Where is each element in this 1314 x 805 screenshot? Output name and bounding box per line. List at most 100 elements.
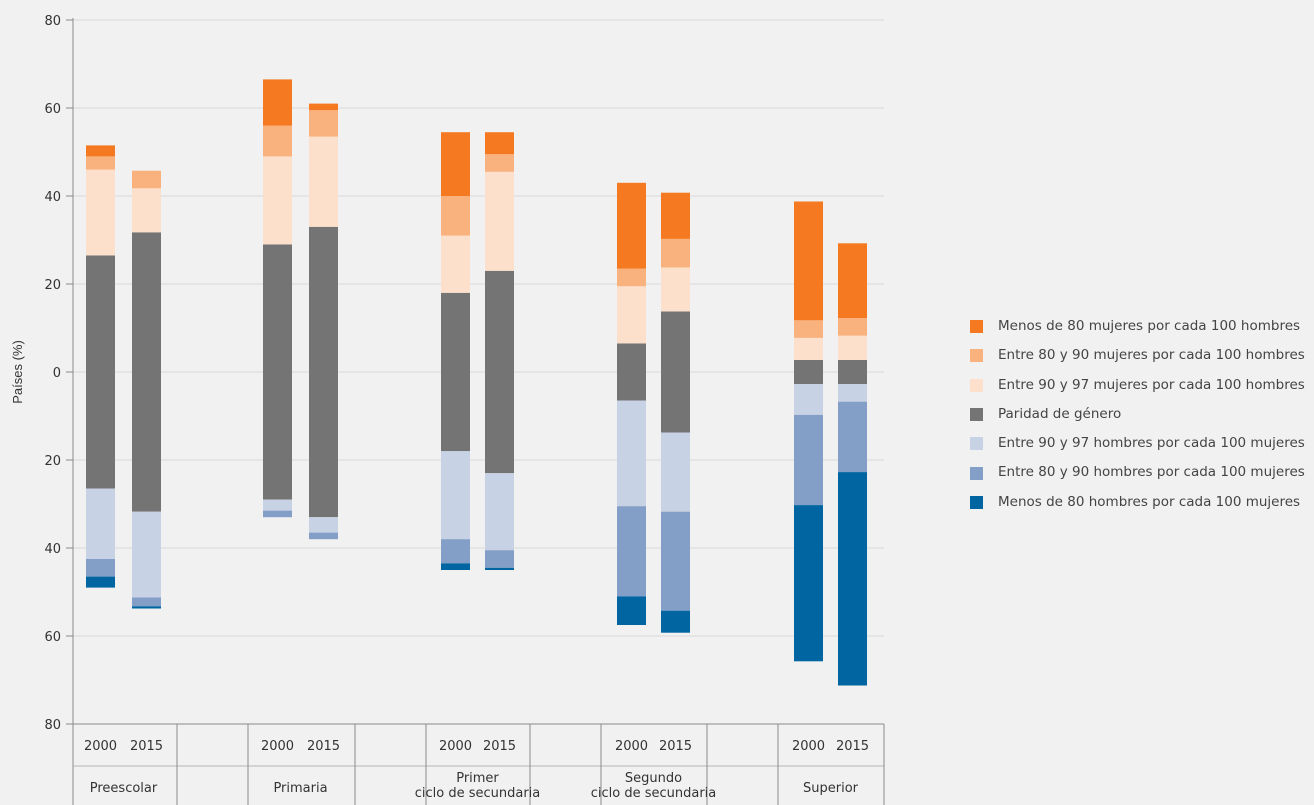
bar-segment-down-2: [838, 472, 867, 686]
bar-segment-down-0: [263, 499, 292, 511]
bar-segment-up-1: [263, 125, 292, 157]
legend-label: Menos de 80 mujeres por cada 100 hombres: [998, 318, 1301, 334]
x-tick-label: 2000: [615, 739, 648, 754]
group-label: Primer ciclo de secundaria: [415, 771, 541, 801]
y-tick-label: 0: [53, 366, 61, 381]
bar-segment-up-0: [309, 136, 338, 227]
legend-item: Menos de 80 mujeres por cada 100 hombres: [970, 312, 1305, 341]
bar-segment-down-0: [617, 400, 646, 507]
bar-segment-paridad: [485, 270, 514, 474]
bar-segment-down-2: [794, 505, 823, 662]
y-tick-label: 40: [44, 542, 61, 557]
legend-label: Entre 90 y 97 hombres por cada 100 mujer…: [998, 435, 1305, 452]
bar-segment-down-1: [661, 511, 690, 611]
bar-segment-up-2: [309, 103, 338, 111]
bar-segment-up-0: [86, 169, 115, 256]
bar-segment-down-1: [485, 550, 514, 568]
bar-segment-down-1: [617, 506, 646, 597]
x-tick-label: 2000: [792, 739, 825, 754]
bar-segment-paridad: [838, 359, 867, 385]
bar-segment-down-1: [263, 510, 292, 518]
bar-segment-paridad: [86, 255, 115, 489]
y-tick-label: 60: [44, 630, 61, 645]
group-label: Superior: [803, 781, 859, 796]
y-axis-ticks: 80 60 40 20 0 20 40 60 80: [44, 14, 74, 805]
bar-segment-up-0: [794, 337, 823, 360]
bar-segment-down-2: [441, 563, 470, 570]
legend-swatch: [970, 408, 983, 422]
legend-item: Entre 90 y 97 hombres por cada 100 mujer…: [970, 429, 1305, 458]
bar-segment-up-0: [838, 335, 867, 360]
bar-segment-down-1: [838, 401, 867, 473]
bar-segment-up-0: [263, 156, 292, 245]
bar-segment-up-1: [838, 318, 867, 336]
x-tick-label: 2000: [84, 739, 117, 754]
y-tick-label: 60: [44, 102, 61, 117]
bar-segment-down-1: [441, 539, 470, 564]
bar-segment-up-2: [263, 79, 292, 126]
gridlines: [73, 19, 884, 637]
x-tick-label: 2015: [483, 739, 516, 754]
bar-segment-up-0: [132, 188, 161, 233]
legend-item: Paridad de género: [970, 400, 1305, 429]
bar-segment-up-1: [309, 110, 338, 137]
bar-segment-down-0: [309, 517, 338, 533]
bar-segment-down-2: [86, 576, 115, 588]
bar-segment-paridad: [794, 359, 823, 385]
bar-segment-up-0: [661, 267, 690, 312]
legend-label: Paridad de género: [998, 405, 1122, 422]
legend-swatch: [970, 466, 983, 480]
bar-segment-paridad: [309, 226, 338, 518]
legend-swatch: [970, 320, 983, 334]
x-tick-label: 2015: [307, 739, 340, 754]
legend-item: Entre 90 y 97 mujeres por cada 100 hombr…: [970, 371, 1305, 400]
group-label: Segundo ciclo de secundaria: [591, 771, 717, 801]
legend-swatch: [970, 495, 983, 509]
bar-segment-up-0: [485, 171, 514, 271]
bar-segment-up-0: [617, 286, 646, 344]
bars: [86, 79, 867, 686]
bar-segment-down-1: [86, 559, 115, 577]
bar-segment-up-1: [132, 170, 161, 189]
legend-item: Entre 80 y 90 hombres por cada 100 mujer…: [970, 458, 1305, 487]
bar-segment-up-2: [485, 132, 514, 155]
bar-segment-up-1: [441, 196, 470, 236]
bar-segment-up-2: [794, 201, 823, 321]
bar-segment-down-0: [132, 511, 161, 598]
bar-segment-down-2: [485, 567, 514, 570]
bar-segment-up-0: [441, 235, 470, 293]
x-tick-label: 2000: [261, 739, 294, 754]
bar-segment-up-1: [617, 268, 646, 287]
bar-segment-down-2: [661, 610, 690, 633]
legend: Menos de 80 mujeres por cada 100 hombres…: [970, 312, 1305, 517]
bar-segment-up-2: [86, 145, 115, 157]
y-tick-label: 20: [44, 278, 61, 293]
bar-segment-down-0: [86, 488, 115, 559]
y-tick-label: 40: [44, 190, 61, 205]
bar-segment-down-2: [132, 606, 161, 609]
bar-segment-up-2: [441, 132, 470, 196]
bar-segment-down-1: [794, 414, 823, 506]
y-tick-label: 80: [44, 718, 61, 733]
legend-label: Entre 80 y 90 mujeres por cada 100 hombr…: [998, 347, 1305, 364]
bar-segment-up-1: [794, 320, 823, 338]
group-label: Primaria: [273, 781, 327, 796]
y-tick-label: 20: [44, 454, 61, 469]
bar-segment-down-2: [617, 596, 646, 625]
bar-segment-up-1: [86, 156, 115, 170]
bar-segment-paridad: [132, 232, 161, 512]
bar-segment-up-1: [661, 238, 690, 268]
bar-segment-paridad: [661, 311, 690, 433]
x-tick-label: 2000: [439, 739, 472, 754]
y-tick-label: 80: [44, 14, 61, 29]
legend-label: Entre 80 y 90 hombres por cada 100 mujer…: [998, 464, 1305, 481]
bar-segment-paridad: [441, 292, 470, 452]
legend-swatch: [970, 349, 983, 363]
bar-segment-up-2: [661, 192, 690, 239]
x-axis: 2000 2015 Preescolar 2000 2015 Primaria 2000 20…: [73, 723, 885, 805]
legend-swatch: [970, 437, 983, 451]
bar-segment-down-0: [441, 451, 470, 540]
x-tick-label: 2015: [130, 739, 163, 754]
bar-segment-down-0: [838, 384, 867, 402]
